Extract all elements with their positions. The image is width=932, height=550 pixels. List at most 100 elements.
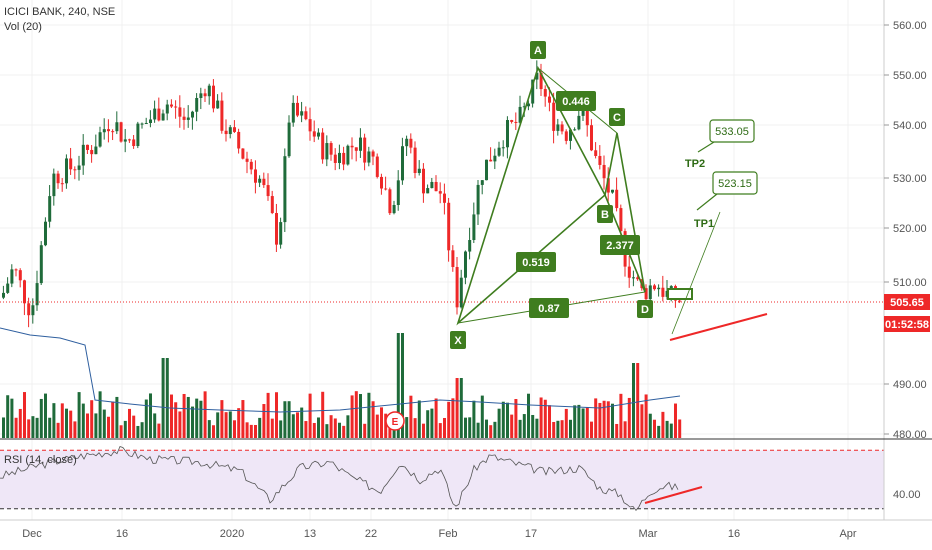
candle-body xyxy=(464,251,467,278)
volume-bar xyxy=(283,401,287,438)
candle-body xyxy=(296,102,299,116)
volume-bar xyxy=(556,420,560,438)
candle-body xyxy=(270,196,274,214)
candle-body xyxy=(65,158,68,184)
projection-line xyxy=(671,211,721,335)
pattern-ratio-label: 0.87 xyxy=(538,303,559,315)
volume-bar xyxy=(522,414,526,438)
volume-bar xyxy=(174,402,178,438)
volume-bar xyxy=(346,415,350,438)
candle-body xyxy=(220,100,224,131)
pattern-ratio-badge[interactable] xyxy=(600,235,640,255)
volume-bar xyxy=(430,408,434,438)
target-callout[interactable] xyxy=(712,171,758,195)
volume-bar xyxy=(380,407,383,438)
candle-body xyxy=(611,189,614,193)
volume-bar xyxy=(552,421,556,438)
volume-bar xyxy=(363,423,367,438)
volume-bar xyxy=(186,396,190,438)
support-trendline[interactable] xyxy=(669,313,768,341)
candle-body xyxy=(590,125,593,151)
candle-body xyxy=(39,245,43,284)
volume-bar xyxy=(77,392,81,438)
volume-bar xyxy=(342,425,346,438)
price-tick-label: 530.00 xyxy=(893,173,927,185)
volume-bar xyxy=(497,408,501,438)
candle-body xyxy=(522,106,526,108)
candle-body xyxy=(279,222,283,245)
candle-body xyxy=(304,111,308,120)
volume-bar xyxy=(18,408,22,438)
candle-body xyxy=(346,145,350,165)
volume-bar xyxy=(409,395,413,438)
price-tick-label: 540.00 xyxy=(893,120,927,132)
pattern-point-badge[interactable] xyxy=(450,331,466,349)
candle-body xyxy=(455,267,459,308)
volume-bar xyxy=(396,333,400,438)
candle-body xyxy=(493,155,497,162)
volume-bar xyxy=(224,412,228,438)
candle-body xyxy=(560,124,564,132)
volume-bar xyxy=(678,419,682,438)
volume-bar xyxy=(119,425,123,438)
candle-body xyxy=(598,155,602,165)
volume-bar xyxy=(602,400,606,438)
candle-body xyxy=(325,143,329,160)
candle-body xyxy=(102,129,106,133)
volume-bar xyxy=(170,394,173,438)
candle-body xyxy=(489,159,493,162)
symbol-title[interactable]: ICICI BANK, 240, NSE xyxy=(4,6,115,18)
volume-bar xyxy=(674,403,677,438)
candle-body xyxy=(380,176,383,189)
pattern-ratio-badge[interactable] xyxy=(516,252,556,272)
volume-bar xyxy=(548,405,551,438)
event-marker-icon[interactable] xyxy=(385,411,405,431)
volume-bar xyxy=(132,415,136,438)
volume-bar xyxy=(73,421,77,438)
candle-body xyxy=(56,173,60,184)
rsi-pane: 40.00 xyxy=(0,445,921,512)
rsi-divergence-trendline[interactable] xyxy=(644,486,703,504)
pattern-point-badge[interactable] xyxy=(530,41,546,59)
candle-body xyxy=(401,146,404,181)
pattern-ratio-badge[interactable] xyxy=(556,91,596,111)
volume-bar xyxy=(237,408,241,438)
pattern-point-badge[interactable] xyxy=(637,300,653,318)
volume-bar xyxy=(266,392,270,438)
candle-body xyxy=(434,181,438,192)
candle-body xyxy=(438,191,442,194)
candle-body xyxy=(186,117,190,120)
volume-legend[interactable]: Vol (20) xyxy=(4,21,42,33)
rsi-legend[interactable]: RSI (14, close) xyxy=(4,454,77,466)
volume-bar xyxy=(321,391,325,438)
volume-bar xyxy=(2,417,5,438)
volume-bar xyxy=(191,406,194,438)
pattern-point-label: D xyxy=(641,304,649,316)
candle-body xyxy=(564,131,568,141)
candle-body xyxy=(585,104,589,126)
pattern-point-badge[interactable] xyxy=(609,108,625,126)
pattern-point-badge[interactable] xyxy=(597,205,613,223)
entry-zone-box[interactable] xyxy=(667,288,693,300)
candle-body xyxy=(619,208,623,232)
volume-bar xyxy=(258,417,262,438)
volume-bar xyxy=(615,423,619,438)
volume-bar xyxy=(661,411,665,438)
candle-body xyxy=(178,107,182,117)
pattern-ratio-badge[interactable] xyxy=(529,298,569,318)
candle-body xyxy=(182,116,186,120)
volume-bar xyxy=(233,420,236,438)
volume-bar xyxy=(531,414,535,438)
candle-body xyxy=(531,79,535,104)
volume-bar xyxy=(464,417,467,438)
candle-body xyxy=(174,106,178,108)
candle-body xyxy=(228,127,232,135)
volume-bar xyxy=(6,395,10,438)
volume-bar xyxy=(636,363,640,438)
candle-body xyxy=(258,178,262,183)
candle-body xyxy=(615,189,619,209)
target-callout[interactable] xyxy=(709,119,755,143)
candle-body xyxy=(249,161,253,170)
candle-body xyxy=(149,119,152,124)
